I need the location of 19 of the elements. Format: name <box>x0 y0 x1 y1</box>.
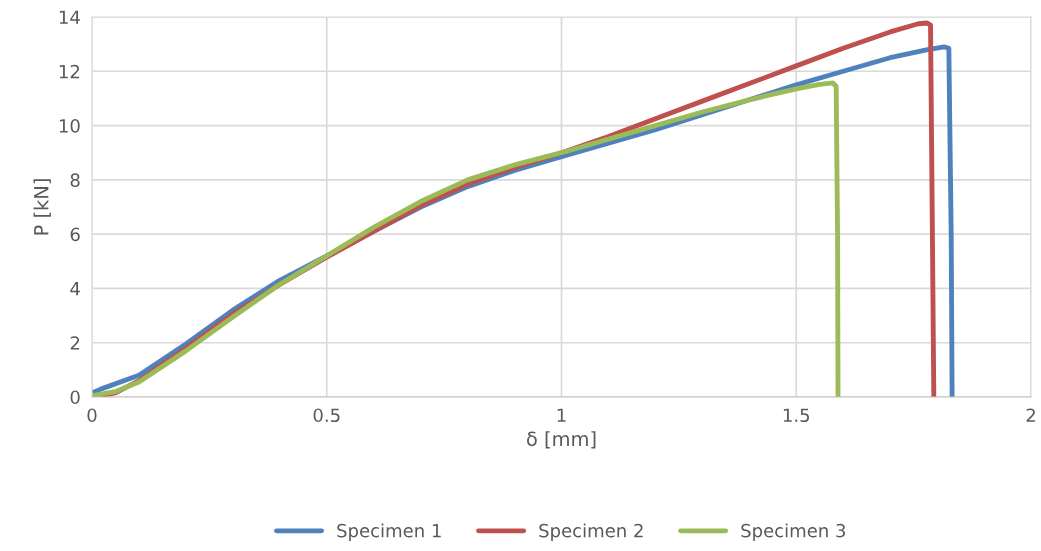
x-tick-label: 1.5 <box>783 408 810 423</box>
y-tick-label: 0 <box>70 390 80 405</box>
x-tick-label: 0.5 <box>313 408 340 423</box>
x-axis-title: δ [mm] <box>527 431 596 449</box>
y-tick-label: 2 <box>70 336 80 350</box>
y-tick-label: 12 <box>59 64 80 79</box>
line-series <box>92 80 841 397</box>
legend-label: Specimen 3 <box>741 523 846 541</box>
legend-label: Specimen 2 <box>539 523 643 541</box>
y-tick-label: 10 <box>59 119 80 133</box>
x-tick-label: 2 <box>1026 408 1035 422</box>
x-tick-label: 0 <box>87 408 97 423</box>
y-tick-label: 8 <box>70 173 80 187</box>
y-tick-label: 4 <box>70 282 80 296</box>
y-axis-title: P [kN] <box>33 179 51 235</box>
y-tick-label: 14 <box>59 10 80 24</box>
legend-label: Specimen 1 <box>337 523 441 541</box>
y-tick-label: 6 <box>70 227 80 242</box>
x-tick-label: 1 <box>557 408 566 422</box>
